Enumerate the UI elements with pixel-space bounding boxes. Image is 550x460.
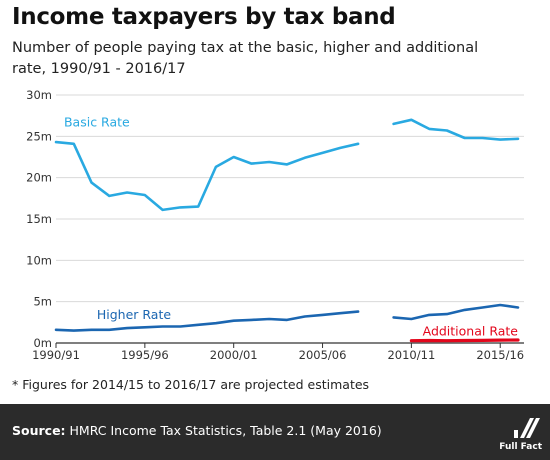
y-tick-label: 20m (26, 171, 52, 185)
logo-bars-icon (514, 418, 540, 438)
x-tick-label: 2010/11 (387, 348, 435, 362)
footnote: * Figures for 2014/15 to 2016/17 are pro… (12, 377, 370, 392)
y-tick-label: 5m (33, 295, 52, 309)
x-tick-label: 1990/91 (32, 348, 80, 362)
series-line-higher-rate (392, 303, 520, 321)
full-fact-logo: Full Fact (486, 414, 542, 452)
y-tick-label: 0m (33, 336, 52, 350)
series-line-additional-rate (409, 338, 520, 343)
chart-title: Income taxpayers by tax band (12, 4, 396, 30)
chart-subtitle: Number of people paying tax at the basic… (12, 40, 479, 77)
source-footer: Source: HMRC Income Tax Statistics, Tabl… (0, 404, 550, 460)
series-label-higher-rate: Higher Rate (97, 307, 172, 322)
source-text: HMRC Income Tax Statistics, Table 2.1 (M… (69, 423, 382, 438)
series-line-higher-rate (54, 310, 360, 332)
source-line: Source: HMRC Income Tax Statistics, Tabl… (12, 423, 382, 438)
y-tick-label: 30m (26, 88, 52, 102)
series-line-basic-rate (54, 140, 360, 212)
line-chart: 0m 5m 10m 15m 20m 25m 30m 1990/91 1995/96 2000/01… (26, 88, 524, 362)
series-label-additional-rate: Additional Rate (423, 324, 519, 339)
series-label-basic-rate: Basic Rate (64, 114, 130, 129)
y-tick-label: 10m (26, 253, 52, 267)
y-tick-label: 25m (26, 129, 52, 143)
x-tick-label: 2005/06 (299, 348, 347, 362)
x-tick-label: 2000/01 (210, 348, 258, 362)
source-label: Source: (12, 423, 66, 438)
logo-text: Full Fact (499, 442, 542, 452)
y-tick-label: 15m (26, 212, 52, 226)
x-tick-label: 2015/16 (476, 348, 524, 362)
series-line-basic-rate (392, 118, 520, 141)
x-tick-label: 1995/96 (121, 348, 169, 362)
